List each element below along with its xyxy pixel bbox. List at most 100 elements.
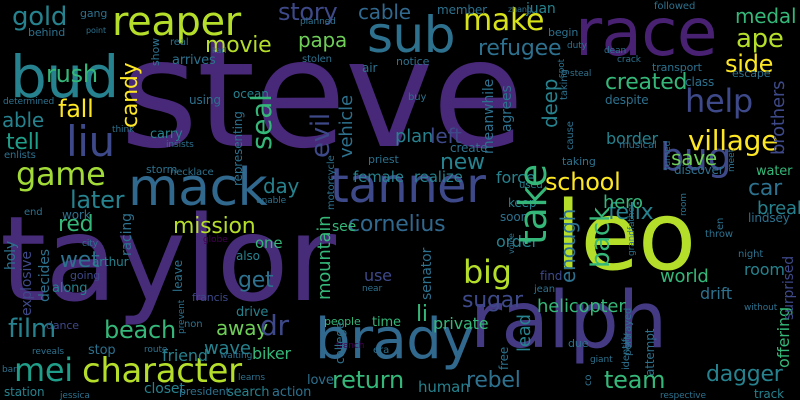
word-think: think: [112, 125, 135, 135]
word-help: help: [685, 82, 753, 120]
word-brady: brady: [315, 307, 474, 372]
word-juan: juan: [526, 1, 556, 17]
word-throw: throw: [705, 229, 733, 240]
word-created: created: [605, 70, 688, 95]
word-hero: hero: [603, 192, 643, 213]
word-en: en: [715, 217, 726, 230]
word-night: night: [738, 249, 764, 260]
word-mission: mission: [173, 214, 256, 239]
word-voice: voice: [507, 233, 516, 254]
word-storm: storm: [146, 163, 178, 176]
word-explosive: explosive: [19, 251, 35, 316]
word-prevent: prevent: [177, 299, 187, 334]
word-force: force: [496, 168, 536, 187]
word-transport: transport: [652, 61, 702, 74]
word-steal: steal: [570, 69, 592, 79]
word-big: big: [463, 253, 512, 291]
word-liu: liu: [66, 117, 115, 166]
word-refugee: refugee: [478, 36, 562, 61]
word-day: day: [263, 174, 300, 198]
word-also: also: [236, 249, 260, 263]
word-ralph: ralph: [470, 276, 667, 366]
word-holy: holy: [3, 240, 19, 270]
word-despite: despite: [605, 93, 649, 107]
word-respective: respective: [660, 391, 706, 400]
word-escape: escape: [732, 67, 771, 80]
word-gang: gang: [80, 7, 108, 20]
word-private: private: [433, 314, 489, 333]
word-without: without: [744, 303, 778, 313]
word-wet: wet: [60, 248, 100, 273]
word-bar: bar: [2, 365, 17, 375]
word-member: member: [437, 3, 487, 17]
word-sugar: sugar: [462, 288, 523, 313]
word-drift: drift: [700, 284, 733, 303]
word-rush: rush: [46, 60, 98, 88]
word-dr: dr: [260, 309, 289, 342]
word-enlists: enlists: [4, 150, 36, 161]
word-taking: taking: [562, 155, 596, 168]
word-get: get: [238, 268, 274, 293]
word-co: co: [583, 374, 594, 386]
word-li: li: [416, 302, 428, 327]
word-seal: seal: [245, 94, 278, 150]
word-notice: notice: [396, 55, 430, 68]
word-jean: jean: [534, 284, 555, 295]
word-break: break: [757, 198, 800, 219]
word-behind: behind: [28, 26, 66, 39]
word-stolen: stolen: [302, 54, 332, 65]
word-used: used: [519, 180, 543, 191]
word-mei: mei: [14, 351, 73, 389]
word-dagger: dagger: [706, 362, 783, 387]
word-motorcycle: motorcycle: [326, 155, 337, 210]
word-insists: insists: [166, 140, 194, 150]
word-francis: francis: [192, 291, 229, 304]
word-bud: bud: [10, 43, 119, 111]
word-end: end: [24, 207, 43, 218]
word-take: take: [511, 164, 555, 245]
word-grandfather: grandfather: [627, 203, 637, 256]
word-leo: leo: [555, 182, 696, 292]
word-ape: ape: [736, 24, 784, 54]
word-room: room: [679, 193, 689, 216]
word-bug: bug: [660, 135, 732, 179]
word-character: character: [82, 351, 242, 391]
word-steve: steve: [120, 8, 524, 182]
word-able: able: [2, 108, 45, 132]
word-new: new: [440, 150, 485, 175]
word-world: world: [660, 266, 709, 287]
word-biker: biker: [252, 344, 291, 363]
word-evil: evil: [306, 113, 336, 158]
word-story: story: [278, 0, 338, 26]
word-city: city: [82, 239, 98, 249]
word-one: one: [255, 234, 283, 252]
word-carry: carry: [150, 127, 183, 142]
word-helicopter: helicopter: [537, 296, 626, 317]
word-stop: stop: [88, 343, 116, 358]
word-learns: learns: [238, 373, 265, 383]
word-station: station: [4, 385, 45, 399]
word-free: free: [497, 346, 511, 370]
word-film: film: [8, 314, 56, 344]
word-water: water: [756, 164, 793, 179]
word-reaper: reaper: [112, 0, 241, 45]
word-crack: crack: [617, 55, 641, 65]
word-cable: cable: [358, 0, 411, 24]
word-tanner: tanner: [330, 158, 486, 214]
word-unable: unable: [256, 196, 287, 206]
word-felix: felix: [608, 200, 654, 225]
word-due: due: [568, 337, 589, 350]
word-era: era: [373, 345, 390, 356]
word-dance: dance: [46, 319, 79, 332]
word-order: order: [496, 232, 538, 251]
word-side: side: [725, 50, 774, 78]
word-class: class: [685, 75, 715, 89]
word-race: race: [575, 0, 718, 71]
word-red: red: [58, 212, 94, 237]
word-near: near: [362, 284, 383, 294]
word-jessica: jessica: [60, 391, 90, 400]
word-followed: followed: [654, 1, 696, 12]
word-closet: closet: [144, 381, 185, 397]
word-fall: fall: [58, 95, 94, 123]
